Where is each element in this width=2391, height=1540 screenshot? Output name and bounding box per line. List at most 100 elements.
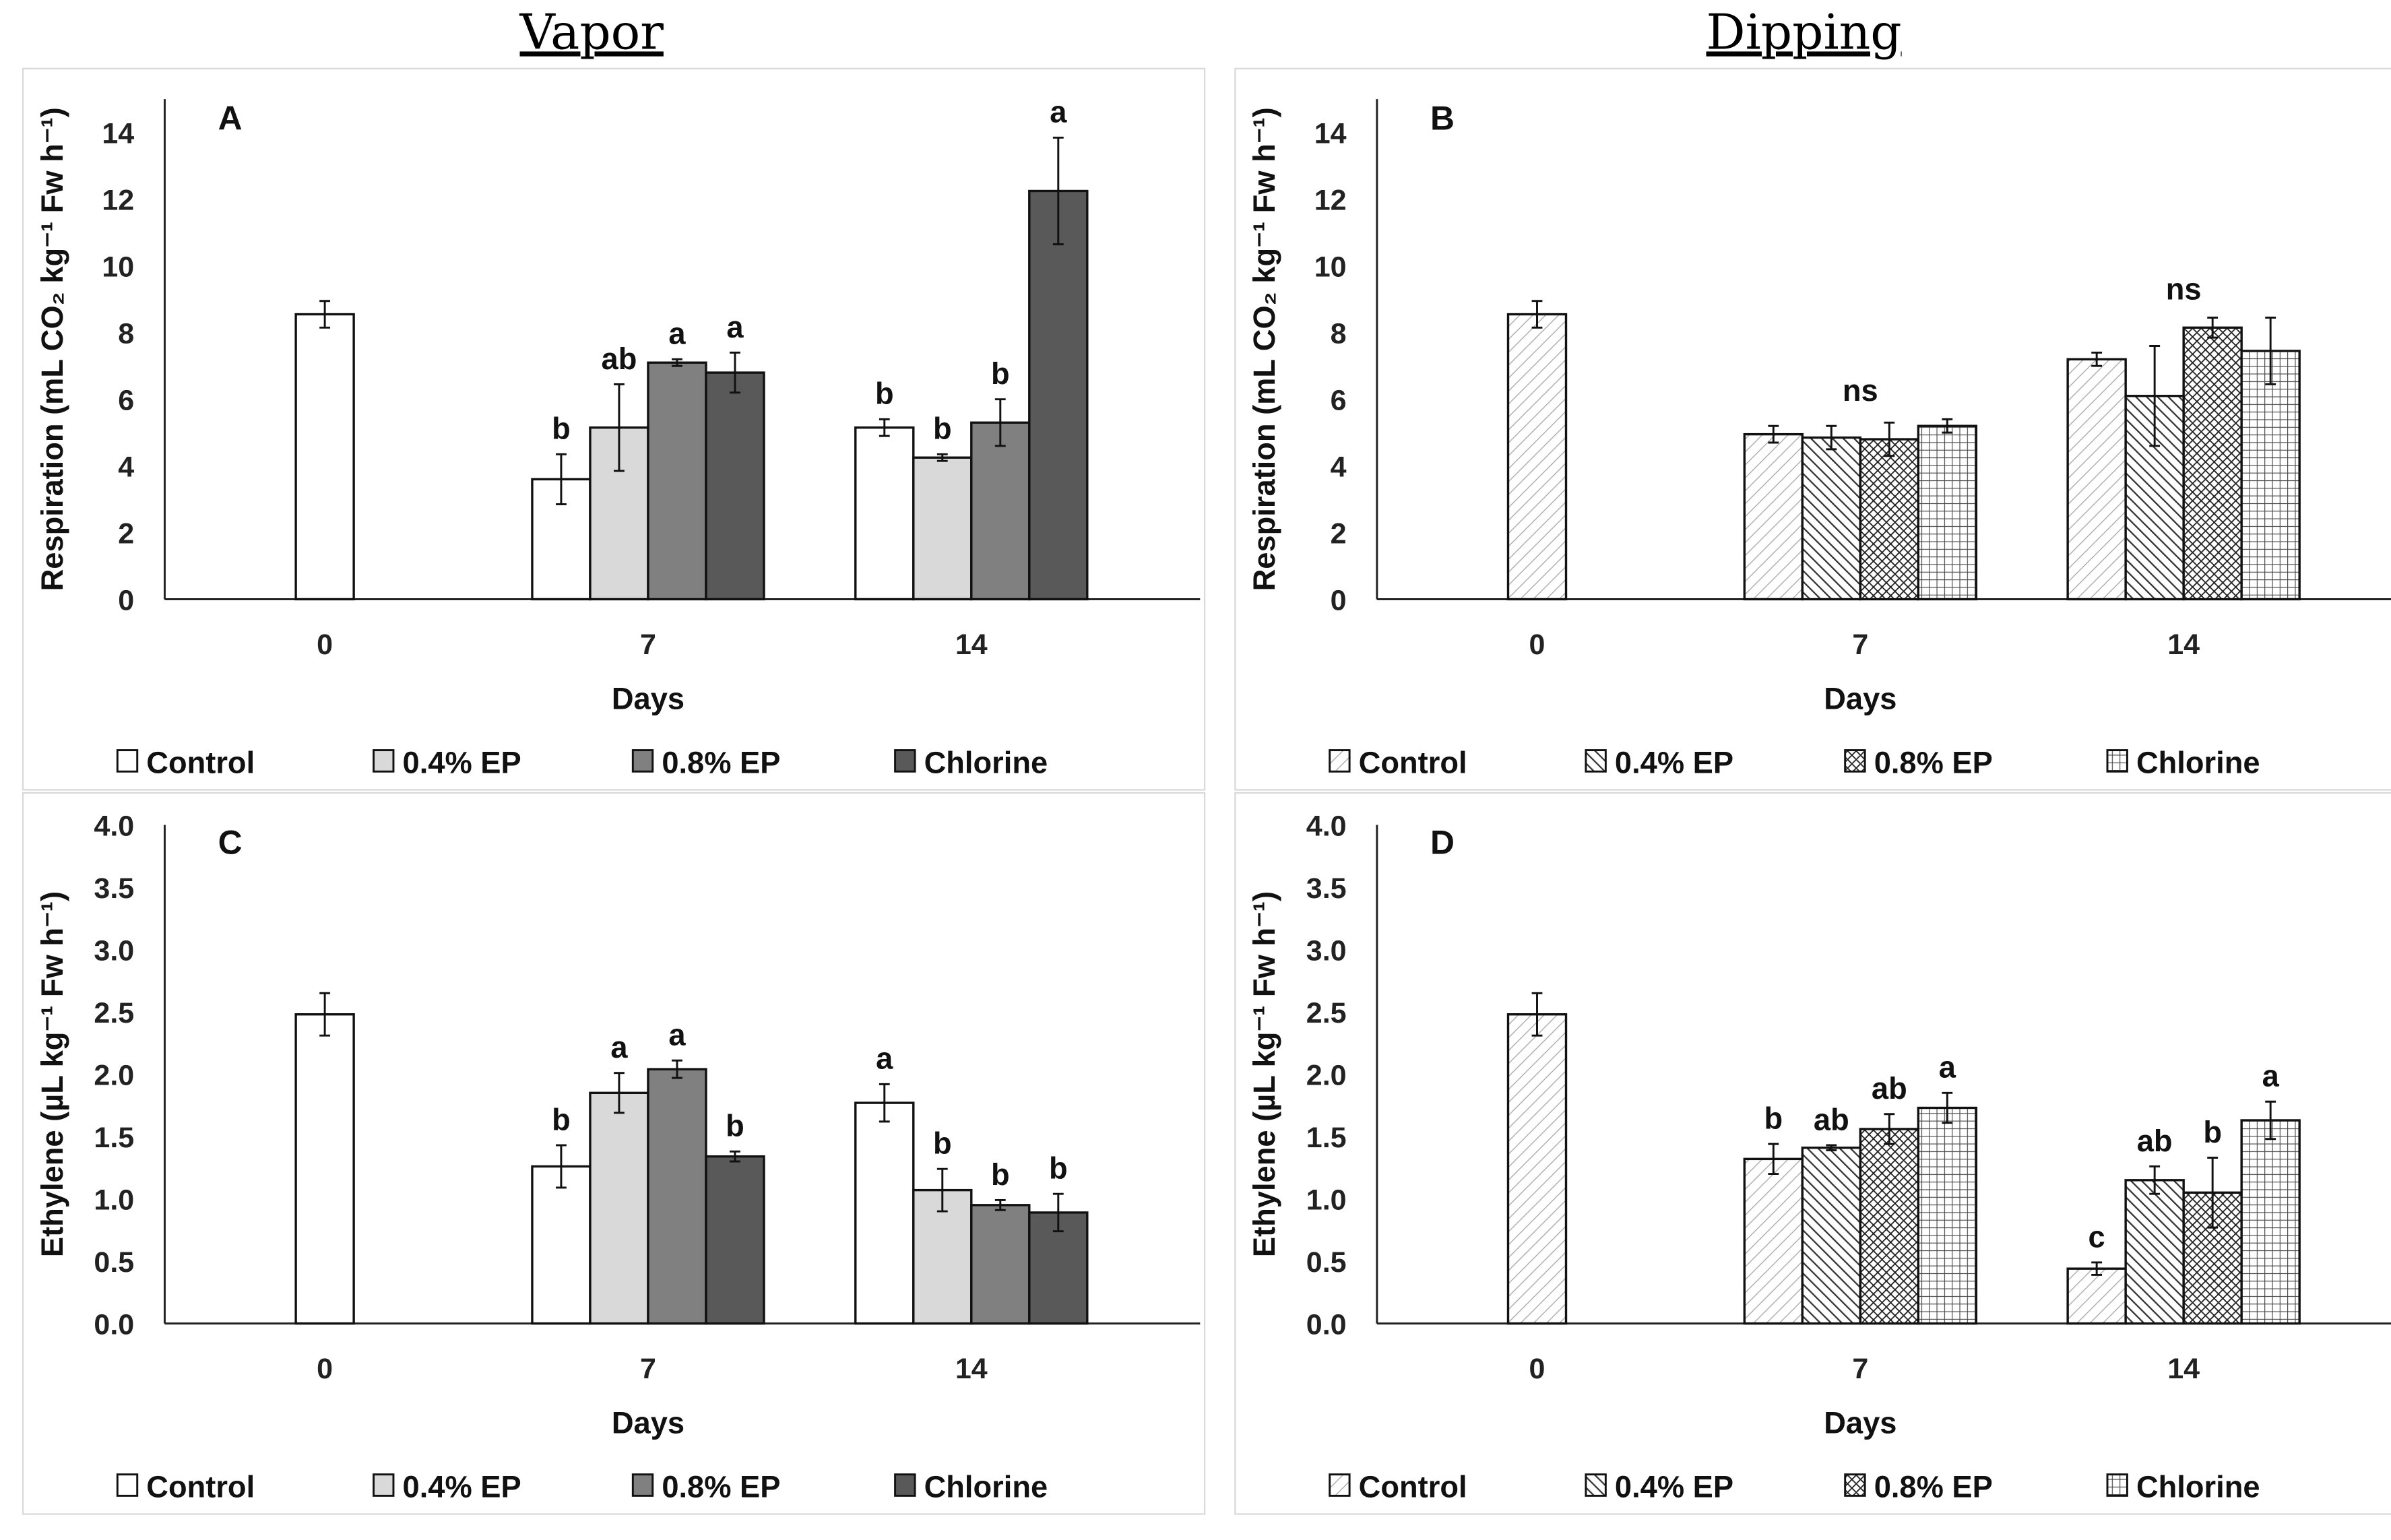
significance-letter: ab xyxy=(2137,1124,2173,1158)
y-tick-label: 0 xyxy=(1331,584,1347,616)
y-tick-label: 2 xyxy=(1331,517,1347,550)
y-axis-title: Respiration (mL CO₂ kg⁻¹ Fw h⁻¹) xyxy=(35,107,69,591)
bar-0-4-ep xyxy=(1801,1147,1862,1325)
bar-control xyxy=(1506,1013,1568,1325)
bar-0-8-ep xyxy=(647,1068,707,1325)
significance-letter: b xyxy=(875,377,894,411)
x-tick-label: 0 xyxy=(317,629,333,661)
y-tick-label: 4.0 xyxy=(1306,810,1347,842)
legend-swatch xyxy=(373,1473,395,1497)
bar-chlorine xyxy=(1917,424,1978,601)
significance-letter: a xyxy=(668,317,686,351)
legend-label: 0.4% EP xyxy=(1615,1470,1733,1504)
legend-swatch xyxy=(1329,1473,1351,1497)
panel-letter: D xyxy=(1430,823,1455,861)
x-tick-label: 14 xyxy=(955,629,988,661)
significance-letter: b xyxy=(552,412,571,446)
legend-label: 0.8% EP xyxy=(1874,746,1993,780)
bar-0-4-ep xyxy=(2124,1179,2185,1325)
chart-panel-b: 0 2 4 6 8 10 12 14 B Respiration (mL CO₂ kg⁻¹ Fw … xyxy=(1234,67,2391,791)
legend-swatch xyxy=(1329,749,1351,773)
x-tick-label: 0 xyxy=(1529,629,1545,661)
significance-letter: a xyxy=(668,1018,686,1052)
significance-letter: b xyxy=(552,1102,571,1136)
legend-label: Chlorine xyxy=(924,1470,1048,1504)
bar-0-4-ep xyxy=(912,1188,973,1325)
y-axis-title: Respiration (mL CO₂ kg⁻¹ Fw h⁻¹) xyxy=(1247,107,1281,591)
significance-letter: b xyxy=(2203,1115,2222,1149)
x-tick-label: 7 xyxy=(640,629,656,661)
legend-swatch xyxy=(1585,749,1607,773)
y-tick-label: 3.5 xyxy=(1306,872,1347,905)
legend-swatch xyxy=(631,1473,654,1497)
bar-chlorine xyxy=(1917,1106,1978,1325)
bar-0-8-ep xyxy=(1859,1128,1920,1325)
legend-swatch xyxy=(631,749,654,773)
legend-label: 0.4% EP xyxy=(403,746,521,780)
y-tick-label: 1.0 xyxy=(94,1184,134,1216)
y-tick-label: 2.0 xyxy=(94,1059,134,1091)
y-tick-label: 4 xyxy=(118,451,134,483)
significance-label: ns xyxy=(2166,271,2202,306)
significance-letter: b xyxy=(991,356,1010,391)
bar-control xyxy=(294,1013,355,1325)
significance-letter: b xyxy=(1049,1151,1068,1186)
column-title-vapor: Vapor xyxy=(519,4,664,61)
significance-letter: c xyxy=(2089,1219,2105,1254)
significance-letter: a xyxy=(1050,95,1067,129)
x-tick-label: 7 xyxy=(1852,1353,1868,1385)
legend-swatch xyxy=(1585,1473,1607,1497)
significance-letter: a xyxy=(2262,1059,2280,1093)
legend-label: 0.4% EP xyxy=(1615,746,1733,780)
y-tick-label: 10 xyxy=(102,251,134,284)
bar-chlorine xyxy=(2240,350,2301,601)
x-tick-label: 14 xyxy=(2167,1353,2200,1385)
legend-swatch xyxy=(373,749,395,773)
bar-control xyxy=(294,313,355,601)
bar-chlorine xyxy=(2240,1119,2301,1325)
x-tick-label: 7 xyxy=(1852,629,1868,661)
significance-letter: b xyxy=(991,1157,1010,1192)
y-tick-label: 2.5 xyxy=(1306,997,1347,1029)
chart-panel-c: 0.0 0.5 1.0 1.5 2.0 2.5 3.0 3.5 4.0 C Ethylene (µL… xyxy=(22,792,1206,1515)
bar-control xyxy=(2066,1267,2127,1325)
bar-control xyxy=(1506,313,1568,601)
significance-letter: b xyxy=(933,1126,952,1161)
x-tick-label: 14 xyxy=(955,1353,988,1385)
y-tick-label: 10 xyxy=(1314,251,1347,284)
legend-label: 0.8% EP xyxy=(1874,1470,1993,1504)
y-tick-label: 2.0 xyxy=(1306,1059,1347,1091)
y-tick-label: 14 xyxy=(102,118,134,150)
significance-letter: a xyxy=(876,1041,893,1076)
legend-swatch xyxy=(894,1473,916,1497)
y-tick-label: 2 xyxy=(118,517,134,550)
y-tick-label: 6 xyxy=(118,385,134,417)
legend-swatch xyxy=(1844,749,1866,773)
legend-label: Control xyxy=(1359,746,1467,780)
legend-label: Chlorine xyxy=(924,746,1048,780)
y-tick-label: 0.0 xyxy=(1306,1308,1347,1341)
x-axis-title: Days xyxy=(612,681,684,715)
y-tick-label: 8 xyxy=(118,318,134,350)
bar-0-4-ep xyxy=(589,1091,649,1325)
y-tick-label: 6 xyxy=(1331,385,1347,417)
bar-control xyxy=(854,426,915,601)
chart-panel-a: 0 2 4 6 8 10 12 14 A Respiration (mL CO₂ kg⁻¹ Fw … xyxy=(22,67,1206,791)
panel-letter: A xyxy=(218,99,243,137)
y-axis-title: Ethylene (µL kg⁻¹ Fw h⁻¹) xyxy=(35,891,69,1257)
y-tick-label: 12 xyxy=(1314,185,1347,217)
y-tick-label: 3.0 xyxy=(1306,934,1347,967)
column-title-dipping: Dipping xyxy=(1707,4,1902,61)
y-tick-label: 0.0 xyxy=(94,1308,134,1341)
y-tick-label: 0 xyxy=(118,584,134,616)
significance-letter: b xyxy=(933,412,952,446)
bar-control xyxy=(854,1101,915,1325)
legend-label: Control xyxy=(1359,1470,1467,1504)
x-axis-title: Days xyxy=(1824,681,1896,715)
significance-letter: b xyxy=(726,1109,744,1143)
significance-letter: b xyxy=(1764,1101,1783,1136)
legend-label: 0.4% EP xyxy=(403,1470,521,1504)
panel-letter: C xyxy=(218,823,243,861)
legend-swatch xyxy=(894,749,916,773)
